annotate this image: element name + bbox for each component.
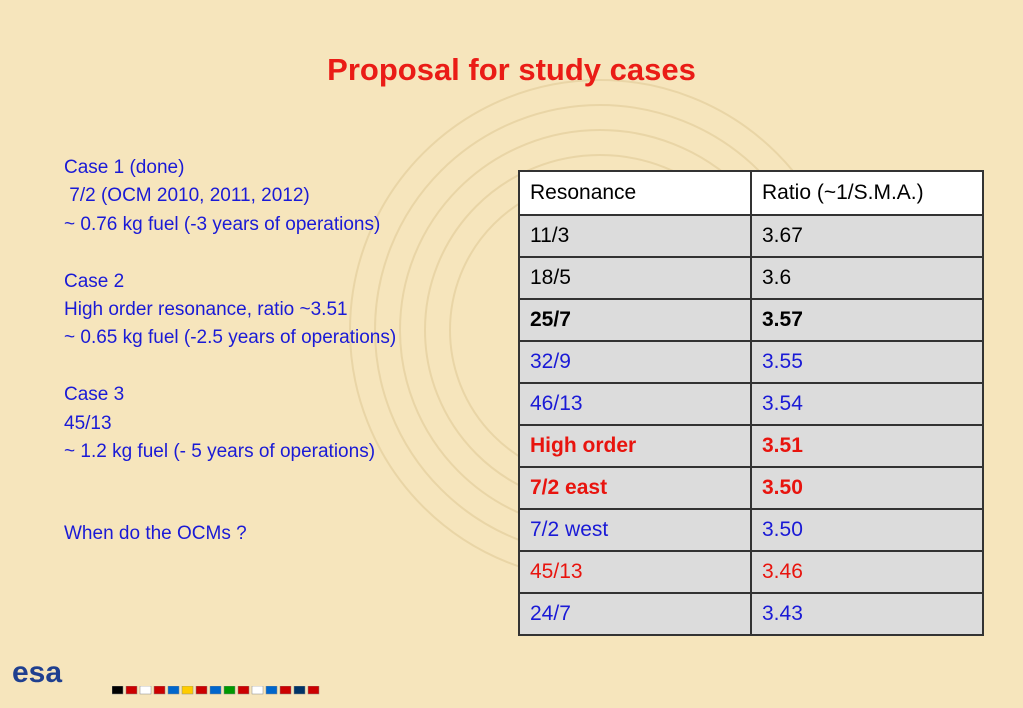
flag — [167, 686, 180, 695]
table-cell: 3.51 — [750, 424, 984, 468]
flag — [112, 686, 124, 695]
table-cell: 3.55 — [750, 340, 984, 384]
flag — [195, 686, 208, 695]
case-line: Case 1 (done) — [64, 157, 185, 178]
flag — [251, 686, 264, 695]
member-flags — [112, 686, 320, 695]
header-cell: Resonance — [518, 170, 752, 216]
flag — [153, 686, 166, 695]
flag — [307, 686, 320, 695]
table-row: 25/7 3.57 — [518, 298, 984, 342]
case-line: ~ 0.65 kg fuel (-2.5 years of operations… — [64, 327, 397, 349]
table-cell: 3.46 — [750, 550, 984, 594]
case-line: Case 3 — [64, 384, 125, 406]
question: When do the OCMs ? — [64, 523, 247, 544]
table-row: 11/3 3.67 — [518, 214, 984, 258]
table-cell: 3.6 — [750, 256, 984, 300]
table-row: 46/13 3.54 — [518, 382, 984, 426]
table-row: 32/9 3.55 — [518, 340, 984, 384]
table-cell: 3.50 — [750, 508, 984, 552]
table-cell: 18/5 — [518, 256, 752, 300]
slide-title: Proposal for study cases — [327, 52, 696, 87]
table-cell: 3.57 — [750, 298, 984, 342]
table-cell: 32/9 — [518, 340, 752, 384]
flag — [293, 686, 306, 695]
table-row: High order 3.51 — [518, 424, 984, 468]
table-cell: 25/7 — [518, 298, 752, 342]
case-line: ~ 0.76 kg fuel (-3 years of operations) — [64, 213, 381, 235]
flag — [125, 686, 138, 695]
table-cell: 3.54 — [750, 382, 984, 426]
case-line: 7/2 (OCM 2010, 2011, 2012) — [64, 185, 310, 207]
table-row: 7/2 east 3.50 — [518, 466, 984, 510]
resonance-table: Resonance Ratio (~1/S.M.A.) 11/3 3.67 18/5 3.… — [518, 170, 984, 636]
table-cell: 3.43 — [750, 592, 984, 636]
case-line: ~ 1.2 kg fuel (- 5 years of operations) — [64, 441, 376, 463]
header-cell: Ratio (~1/S.M.A.) — [750, 170, 984, 216]
flag — [265, 686, 278, 695]
case-line: 45/13 — [64, 412, 112, 434]
flag — [209, 686, 222, 695]
flag — [181, 686, 194, 695]
table-cell: 7/2 west — [518, 508, 752, 552]
table-cell: 46/13 — [518, 382, 752, 426]
flag — [223, 686, 236, 695]
table-cell: 3.50 — [750, 466, 984, 510]
header-row: Resonance Ratio (~1/S.M.A.) — [518, 170, 984, 216]
table-row: 24/7 3.43 — [518, 592, 984, 636]
table-row: 45/13 3.46 — [518, 550, 984, 594]
table-cell: 11/3 — [518, 214, 752, 258]
table-cell: 45/13 — [518, 550, 752, 594]
case-line: Case 2 — [64, 270, 125, 292]
table-row: 18/5 3.6 — [518, 256, 984, 300]
flag — [139, 686, 152, 695]
table-row: 7/2 west 3.50 — [518, 508, 984, 552]
case-list: Case 1 (done) 7/2 (OCM 2010, 2011, 2012)… — [64, 154, 396, 466]
table-cell: 3.67 — [750, 214, 984, 258]
flag — [279, 686, 292, 695]
table-cell: High order — [518, 424, 752, 468]
esa-logo: esa — [12, 656, 63, 689]
table-cell: 7/2 east — [518, 466, 752, 510]
case-line: High order resonance, ratio ~3.51 — [64, 299, 348, 321]
flag — [237, 686, 250, 695]
table-cell: 24/7 — [518, 592, 752, 636]
